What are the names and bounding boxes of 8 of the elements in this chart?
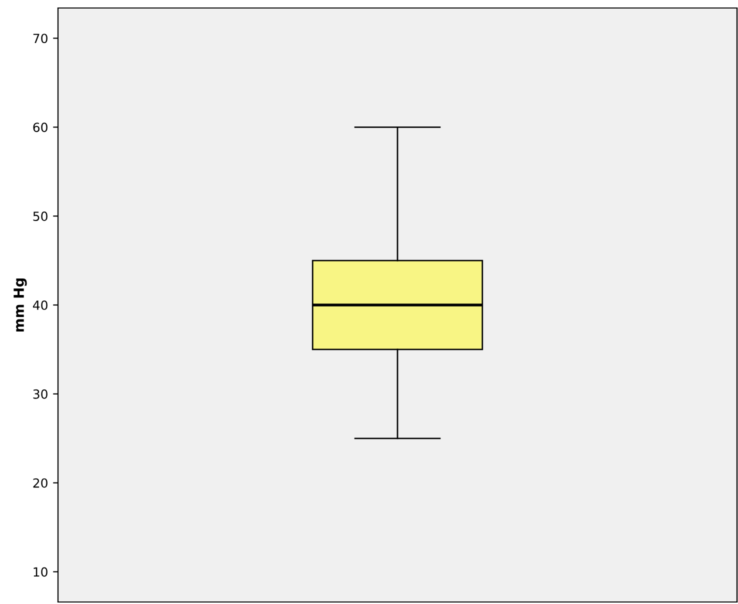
y-tick-label: 50	[33, 212, 48, 222]
y-tick-label: 70	[33, 34, 48, 44]
y-tick-label: 10	[34, 567, 48, 577]
y-tick-label: 30	[33, 389, 48, 399]
y-tick-label: 60	[33, 122, 48, 132]
y-tick-label: 20	[33, 478, 48, 488]
y-axis-title: mm Hg	[14, 278, 27, 332]
y-tick-label: 40	[32, 300, 48, 310]
